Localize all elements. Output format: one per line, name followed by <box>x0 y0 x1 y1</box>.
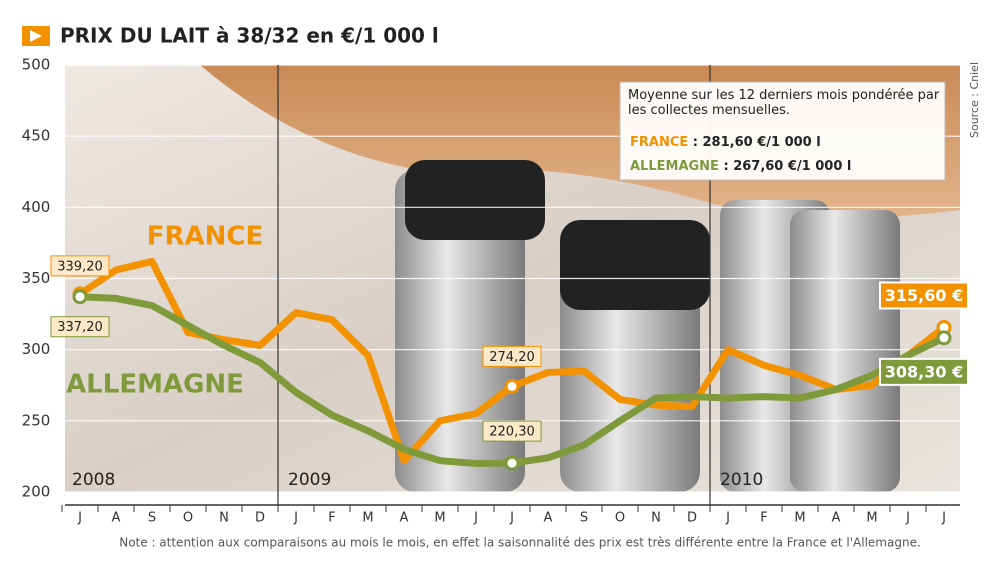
annotation-name: ALLEMAGNE <box>630 159 719 174</box>
x-tick-label: M <box>434 511 445 526</box>
point <box>504 455 520 471</box>
source: Source : Cniel <box>968 62 981 138</box>
y-tick-label: 450 <box>22 127 51 145</box>
x-tick-label: M <box>362 511 373 526</box>
annotation-box: Moyenne sur les 12 derniers mois pondéré… <box>619 81 946 181</box>
series-label: FRANCE <box>147 222 264 252</box>
x-tick-label: N <box>219 511 229 526</box>
y-tick-label: 350 <box>22 269 51 287</box>
value-label: 337,20 <box>57 320 103 335</box>
point <box>72 289 88 305</box>
year-label: 2008 <box>72 470 115 490</box>
y-tick-label: 400 <box>22 198 51 216</box>
x-tick-label: S <box>580 511 588 526</box>
x-tick-label: D <box>255 511 265 526</box>
annotation-line: ALLEMAGNE : 267,60 €/1 000 l <box>630 159 851 174</box>
series-label: ALLEMAGNE <box>66 370 244 400</box>
year-label: 2010 <box>720 470 763 490</box>
y-tick-label: 200 <box>22 483 51 501</box>
point <box>504 378 520 394</box>
value-label-box <box>879 357 969 386</box>
annotation-line: FRANCE : 281,60 €/1 000 l <box>630 135 821 150</box>
x-tick-label: J <box>473 511 478 526</box>
x-tick-label: D <box>687 511 697 526</box>
annotation-intro: Moyenne sur les 12 derniers mois pondéré… <box>628 88 940 118</box>
y-tick-label: 250 <box>22 411 51 429</box>
x-tick-label: J <box>509 511 514 526</box>
value-label: 339,20 <box>57 259 103 274</box>
x-tick-label: F <box>328 511 335 526</box>
value-label: 315,60 € <box>885 286 963 305</box>
value-label: 220,30 <box>489 425 535 440</box>
value-label: 308,30 € <box>885 362 963 381</box>
x-tick-label: A <box>112 511 121 526</box>
title-arrow <box>30 30 42 42</box>
value-label-box <box>482 420 542 442</box>
y-tick-label: 500 <box>22 56 51 74</box>
chart-title: PRIX DU LAIT à 38/32 en €/1 000 l <box>60 24 439 48</box>
x-tick-label: J <box>905 511 910 526</box>
x-tick-label: J <box>293 511 298 526</box>
y-tick-label: 300 <box>22 340 51 358</box>
x-tick-label: O <box>183 511 193 526</box>
x-tick-label: J <box>77 511 82 526</box>
value-label-box <box>879 281 969 310</box>
x-tick-label: M <box>794 511 805 526</box>
annotation-value: : 267,60 €/1 000 l <box>719 159 851 174</box>
x-tick-label: O <box>615 511 625 526</box>
note: Note : attention aux comparaisons au moi… <box>119 536 921 550</box>
value-label-box <box>50 316 110 338</box>
x-tick-label: A <box>544 511 553 526</box>
value-label-box <box>482 345 542 367</box>
x-tick-label: A <box>400 511 409 526</box>
point <box>936 330 952 346</box>
x-tick-label: A <box>832 511 841 526</box>
value-label-box <box>50 255 110 277</box>
x-tick-label: F <box>760 511 767 526</box>
x-tick-label: N <box>651 511 661 526</box>
x-tick-label: J <box>941 511 946 526</box>
annotation-value: : 281,60 €/1 000 l <box>688 135 820 150</box>
annotation-name: FRANCE <box>630 135 688 150</box>
x-tick-label: M <box>866 511 877 526</box>
year-label: 2009 <box>288 470 331 490</box>
x-tick-label: J <box>725 511 730 526</box>
value-label: 274,20 <box>489 350 535 365</box>
x-tick-label: S <box>148 511 156 526</box>
